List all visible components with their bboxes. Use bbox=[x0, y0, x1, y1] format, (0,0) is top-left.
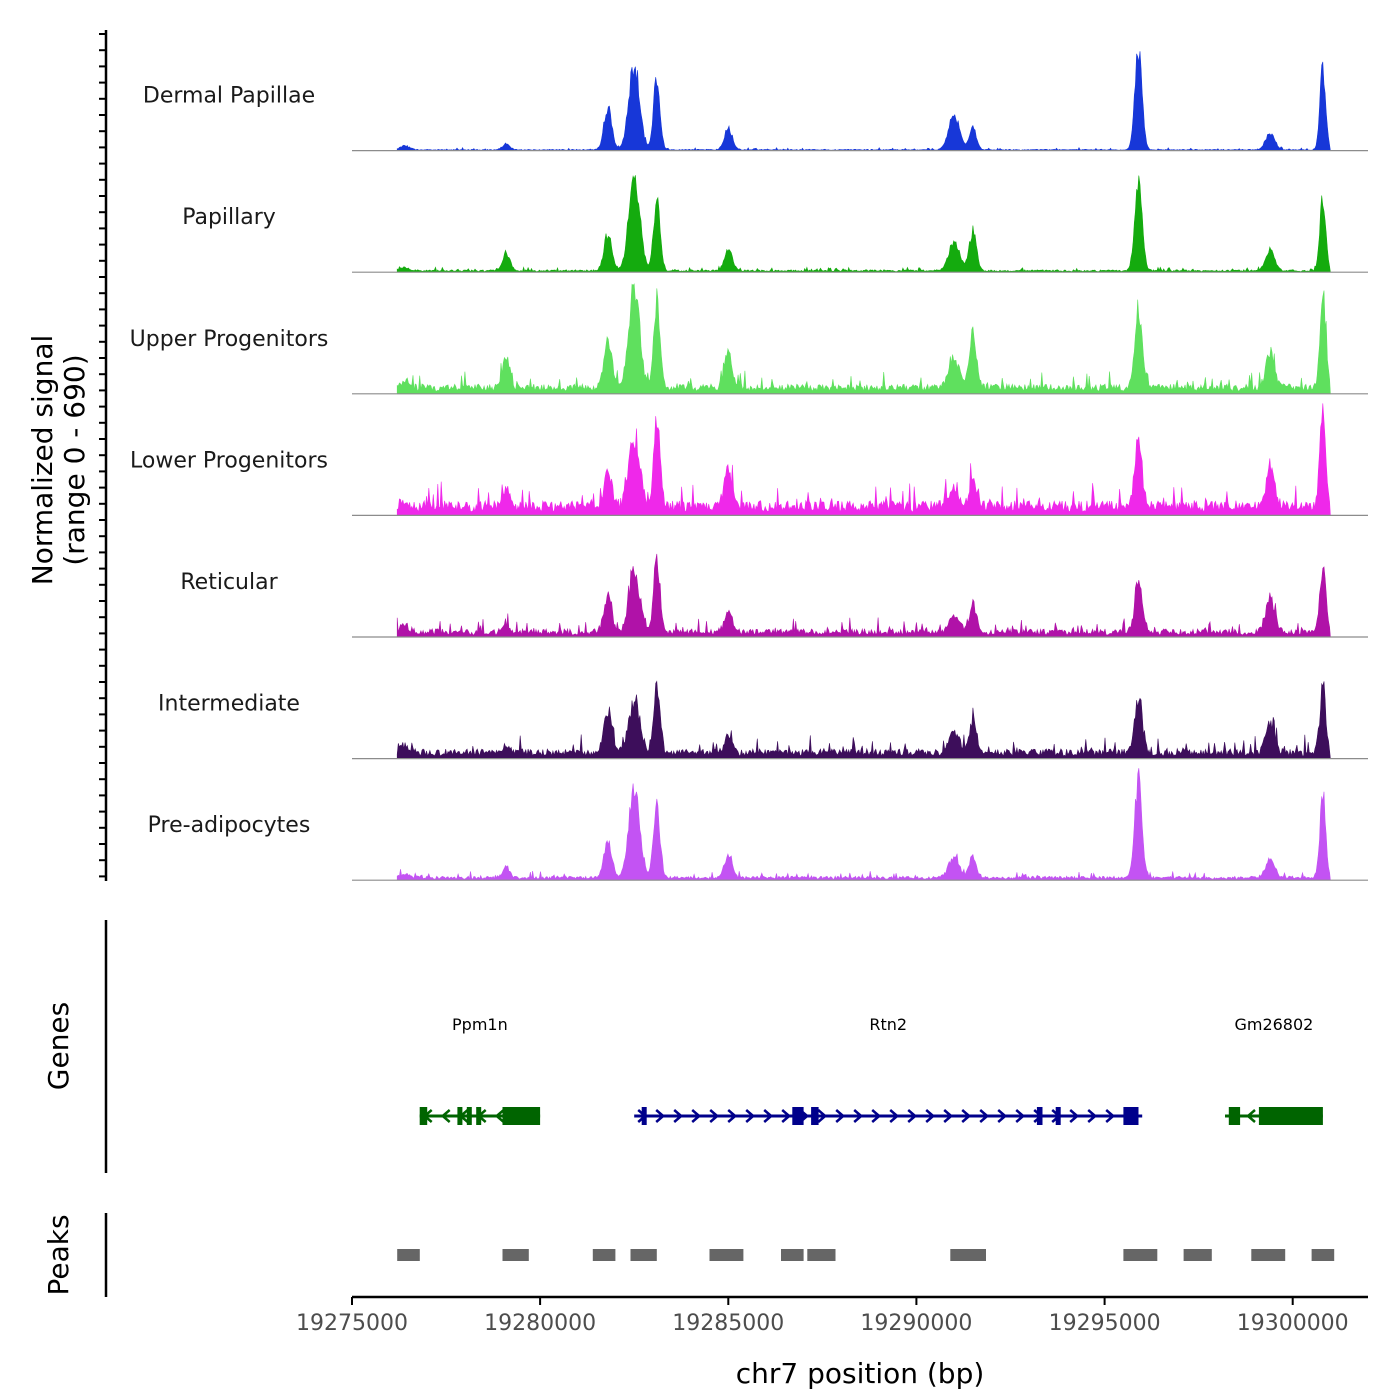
strand-arrow bbox=[494, 1109, 505, 1123]
gene-exon bbox=[641, 1107, 647, 1125]
track-label: Upper Progenitors bbox=[130, 327, 329, 352]
track-lower-progenitors: Lower Progenitors bbox=[130, 403, 1368, 517]
strand-arrow bbox=[763, 1109, 774, 1123]
peak-region bbox=[397, 1249, 420, 1261]
strand-arrow bbox=[655, 1109, 666, 1123]
signal-area bbox=[396, 175, 1331, 273]
track-label: Dermal Papillae bbox=[143, 84, 315, 109]
gene-exon bbox=[476, 1107, 482, 1125]
x-axis-title: chr7 position (bp) bbox=[736, 1357, 985, 1390]
signal-y-axis-title-line2: (range 0 - 690) bbox=[58, 354, 91, 565]
gene-exon bbox=[1055, 1107, 1061, 1125]
peak-region bbox=[807, 1249, 836, 1261]
strand-arrow bbox=[440, 1109, 451, 1123]
peak-regions-track bbox=[397, 1249, 1335, 1261]
strand-arrow bbox=[1069, 1109, 1080, 1123]
gene-label: Gm26802 bbox=[1234, 1015, 1313, 1034]
strand-arrow bbox=[817, 1109, 828, 1123]
strand-arrow bbox=[673, 1109, 684, 1123]
gene-exon bbox=[811, 1107, 819, 1125]
gene-exon bbox=[419, 1107, 428, 1125]
peak-region bbox=[1123, 1249, 1158, 1261]
track-label: Papillary bbox=[182, 205, 276, 230]
x-tick-label: 19295000 bbox=[1049, 1311, 1161, 1336]
gene-label: Rtn2 bbox=[869, 1015, 907, 1034]
gene-exon bbox=[1258, 1107, 1323, 1125]
strand-arrow bbox=[1105, 1109, 1116, 1123]
strand-arrow bbox=[997, 1109, 1008, 1123]
gene-rtn2: Rtn2 bbox=[634, 1015, 1143, 1125]
gene-exon bbox=[457, 1107, 463, 1125]
strand-arrow bbox=[907, 1109, 918, 1123]
x-tick-label: 19280000 bbox=[484, 1311, 596, 1336]
coverage-tracks: Dermal Papillae Papillary Upper Progenitor… bbox=[130, 51, 1368, 881]
signal-area bbox=[396, 680, 1331, 759]
strand-arrow bbox=[1246, 1109, 1256, 1123]
track-label: Intermediate bbox=[158, 692, 300, 717]
strand-arrow bbox=[871, 1109, 882, 1123]
strand-arrow bbox=[709, 1109, 720, 1123]
peak-region bbox=[781, 1249, 804, 1261]
peak-region bbox=[1251, 1249, 1286, 1261]
gene-label: Ppm1n bbox=[452, 1015, 508, 1034]
signal-area bbox=[396, 51, 1331, 151]
gene-exon bbox=[792, 1107, 804, 1125]
strand-arrow bbox=[925, 1109, 936, 1123]
x-tick-label: 19285000 bbox=[672, 1311, 784, 1336]
strand-arrow bbox=[943, 1109, 954, 1123]
peak-region bbox=[592, 1249, 616, 1261]
strand-arrow bbox=[745, 1109, 756, 1123]
gene-exon bbox=[466, 1107, 472, 1125]
signal-y-axis-title-line1: Normalized signal bbox=[26, 335, 59, 586]
x-tick-label: 19300000 bbox=[1237, 1311, 1349, 1336]
peak-region bbox=[950, 1249, 986, 1261]
strand-arrow bbox=[1015, 1109, 1026, 1123]
strand-arrow bbox=[691, 1109, 702, 1123]
strand-arrow bbox=[835, 1109, 846, 1123]
peak-region bbox=[1183, 1249, 1212, 1261]
peaks-track-label: Peaks bbox=[42, 1214, 75, 1295]
peak-region bbox=[1311, 1249, 1335, 1261]
track-pre-adipocytes: Pre-adipocytes bbox=[148, 768, 1368, 881]
signal-area bbox=[396, 283, 1331, 395]
strand-arrow bbox=[979, 1109, 990, 1123]
gene-exon bbox=[502, 1107, 541, 1125]
strand-arrow bbox=[853, 1109, 864, 1123]
track-label: Lower Progenitors bbox=[130, 448, 328, 473]
signal-area bbox=[396, 553, 1331, 638]
gene-exon bbox=[1228, 1107, 1241, 1125]
track-upper-progenitors: Upper Progenitors bbox=[130, 283, 1368, 395]
x-tick-label: 19275000 bbox=[296, 1311, 408, 1336]
strand-arrow bbox=[889, 1109, 900, 1123]
x-axis: 19275000 19280000 19285000 19290000 19295000… bbox=[296, 1295, 1368, 1336]
gene-exon bbox=[1123, 1107, 1139, 1125]
track-label: Reticular bbox=[180, 570, 278, 595]
gene-annotation-track: Ppm1n Rtn2 Gm26802 bbox=[419, 1015, 1323, 1125]
signal-area bbox=[396, 768, 1331, 881]
gene-gm26802: Gm26802 bbox=[1225, 1015, 1323, 1125]
peak-region bbox=[502, 1249, 529, 1261]
track-label: Pre-adipocytes bbox=[148, 813, 311, 838]
strand-arrow bbox=[1087, 1109, 1098, 1123]
signal-area bbox=[396, 403, 1331, 516]
track-dermal-papillae: Dermal Papillae bbox=[143, 51, 1368, 152]
gene-exon bbox=[1036, 1107, 1043, 1125]
track-intermediate: Intermediate bbox=[158, 680, 1368, 760]
signal-y-axis bbox=[99, 30, 108, 881]
track-reticular: Reticular bbox=[180, 553, 1368, 638]
peak-region bbox=[709, 1249, 744, 1261]
strand-arrow bbox=[961, 1109, 972, 1123]
peak-region bbox=[630, 1249, 657, 1261]
strand-arrow bbox=[727, 1109, 738, 1123]
track-papillary: Papillary bbox=[182, 175, 1368, 273]
genes-track-label: Genes bbox=[42, 1002, 75, 1090]
strand-arrow bbox=[781, 1109, 792, 1123]
gene-ppm1n: Ppm1n bbox=[419, 1015, 541, 1125]
x-tick-label: 19290000 bbox=[860, 1311, 972, 1336]
